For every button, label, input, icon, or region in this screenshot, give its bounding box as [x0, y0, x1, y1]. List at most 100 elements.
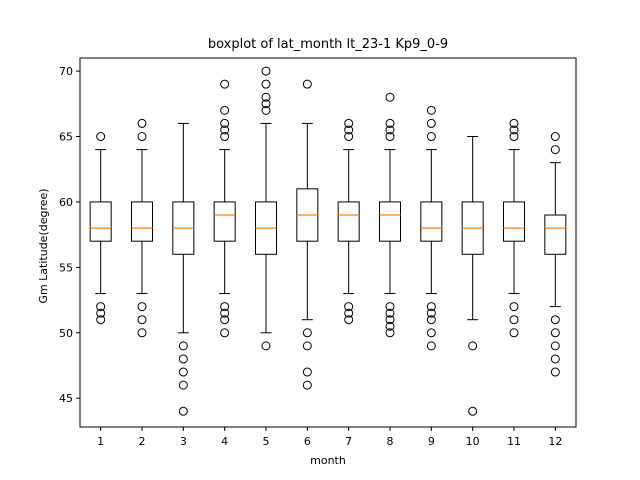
- flier-point: [302, 79, 312, 89]
- chart-title: boxplot of lat_month lt_23-1 Kp9_0-9: [208, 37, 448, 52]
- y-tick-label: 70: [59, 65, 73, 78]
- flier-point: [426, 302, 436, 312]
- flier-point: [302, 380, 312, 390]
- x-tick-label: 3: [180, 435, 187, 448]
- flier-point: [261, 105, 271, 115]
- flier-point: [509, 315, 519, 325]
- y-tick-label: 65: [59, 131, 73, 144]
- box-iqr: [420, 201, 443, 242]
- box-iqr: [213, 201, 236, 242]
- y-tick-label: 55: [59, 261, 73, 274]
- flier-point: [178, 354, 188, 364]
- flier-point: [385, 308, 395, 318]
- flier-point: [468, 406, 478, 416]
- flier-point: [385, 92, 395, 102]
- flier-point: [550, 145, 560, 155]
- box-iqr: [89, 201, 112, 242]
- flier-point: [509, 125, 519, 135]
- flier-point: [220, 125, 230, 135]
- flier-point: [509, 118, 519, 128]
- flier-point: [344, 308, 354, 318]
- flier-point: [344, 118, 354, 128]
- flier-point: [426, 341, 436, 351]
- flier-point: [426, 105, 436, 115]
- flier-point: [385, 125, 395, 135]
- flier-point: [220, 118, 230, 128]
- x-tick-label: 12: [548, 435, 562, 448]
- flier-point: [385, 132, 395, 142]
- flier-point: [426, 315, 436, 325]
- box-iqr: [131, 201, 153, 242]
- flier-point: [261, 99, 271, 109]
- flier-point: [385, 321, 395, 331]
- flier-point: [385, 118, 395, 128]
- y-tick-label: 50: [59, 327, 73, 340]
- flier-point: [178, 367, 188, 377]
- flier-point: [220, 315, 230, 325]
- x-tick-label: 4: [221, 435, 228, 448]
- flier-point: [220, 132, 230, 142]
- flier-point: [302, 328, 312, 338]
- x-tick-label: 1: [97, 435, 104, 448]
- flier-point: [137, 315, 147, 325]
- flier-point: [302, 367, 312, 377]
- flier-point: [302, 341, 312, 351]
- flier-point: [178, 406, 188, 416]
- box-iqr: [503, 201, 525, 242]
- flier-point: [220, 79, 230, 89]
- axes-frame: [79, 57, 577, 428]
- flier-point: [426, 308, 436, 318]
- flier-point: [509, 328, 519, 338]
- flier-point: [261, 341, 271, 351]
- flier-point: [550, 341, 560, 351]
- flier-point: [137, 302, 147, 312]
- x-tick-label: 11: [507, 435, 521, 448]
- box-iqr: [544, 214, 567, 255]
- flier-point: [426, 118, 436, 128]
- flier-point: [385, 315, 395, 325]
- flier-point: [468, 341, 478, 351]
- flier-point: [178, 341, 188, 351]
- flier-point: [426, 132, 436, 142]
- flier-point: [509, 132, 519, 142]
- flier-point: [261, 66, 271, 76]
- flier-point: [178, 380, 188, 390]
- x-axis-label: month: [310, 454, 346, 467]
- flier-point: [220, 302, 230, 312]
- y-axis-label: Gm Latitude(degree): [37, 188, 50, 303]
- flier-point: [137, 328, 147, 338]
- flier-point: [344, 302, 354, 312]
- box-iqr: [337, 201, 360, 242]
- y-tick-label: 45: [59, 392, 73, 405]
- flier-point: [137, 132, 147, 142]
- flier-point: [550, 328, 560, 338]
- y-tick-label: 60: [59, 196, 73, 209]
- flier-point: [344, 315, 354, 325]
- flier-point: [261, 79, 271, 89]
- x-tick-label: 5: [263, 435, 270, 448]
- flier-point: [550, 132, 560, 142]
- box-iqr: [379, 201, 401, 242]
- flier-point: [96, 302, 106, 312]
- flier-point: [550, 354, 560, 364]
- flier-point: [220, 105, 230, 115]
- x-tick-label: 10: [466, 435, 480, 448]
- x-tick-label: 6: [304, 435, 311, 448]
- flier-point: [509, 302, 519, 312]
- x-tick-label: 9: [428, 435, 435, 448]
- flier-point: [385, 302, 395, 312]
- flier-point: [220, 308, 230, 318]
- flier-point: [137, 118, 147, 128]
- x-tick-label: 8: [387, 435, 394, 448]
- flier-point: [550, 367, 560, 377]
- flier-point: [426, 328, 436, 338]
- x-tick-label: 7: [345, 435, 352, 448]
- flier-point: [96, 132, 106, 142]
- flier-point: [96, 308, 106, 318]
- flier-point: [385, 328, 395, 338]
- flier-point: [96, 315, 106, 325]
